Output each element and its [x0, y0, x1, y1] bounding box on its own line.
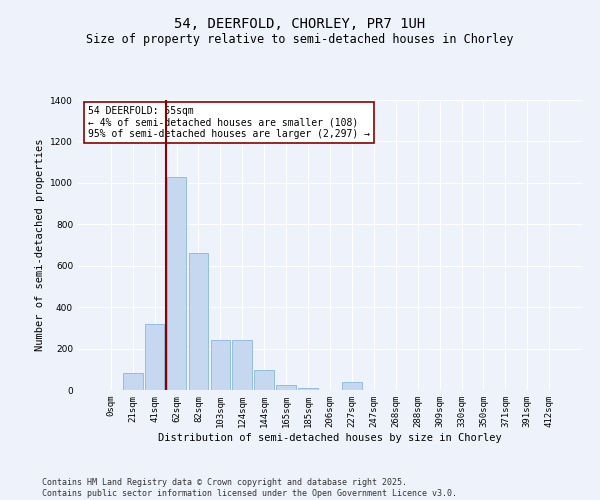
Bar	[254, 370, 274, 390]
Bar	[276, 385, 296, 390]
Bar	[298, 388, 318, 390]
Y-axis label: Number of semi-detached properties: Number of semi-detached properties	[35, 138, 44, 352]
Text: Size of property relative to semi-detached houses in Chorley: Size of property relative to semi-detach…	[86, 32, 514, 46]
Bar	[211, 340, 230, 390]
Bar	[145, 324, 164, 390]
Text: Contains HM Land Registry data © Crown copyright and database right 2025.
Contai: Contains HM Land Registry data © Crown c…	[42, 478, 457, 498]
Bar	[123, 374, 143, 390]
Bar	[342, 382, 362, 390]
Text: 54, DEERFOLD, CHORLEY, PR7 1UH: 54, DEERFOLD, CHORLEY, PR7 1UH	[175, 18, 425, 32]
Text: 54 DEERFOLD: 55sqm
← 4% of semi-detached houses are smaller (108)
95% of semi-de: 54 DEERFOLD: 55sqm ← 4% of semi-detached…	[88, 106, 370, 139]
Bar	[167, 176, 187, 390]
Bar	[232, 340, 252, 390]
X-axis label: Distribution of semi-detached houses by size in Chorley: Distribution of semi-detached houses by …	[158, 432, 502, 442]
Bar	[188, 254, 208, 390]
